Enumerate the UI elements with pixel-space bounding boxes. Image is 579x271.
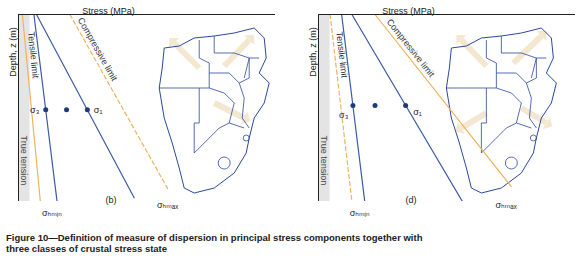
- svg-text:σ₃: σ₃: [339, 110, 349, 120]
- svg-text:(d): (d): [406, 195, 417, 205]
- html-text:Figure 10—Definition of measur: Figure 10—Definition of measure of dispe…: [6, 232, 423, 254]
- svg-text:(b): (b): [106, 195, 117, 205]
- svg-text:σₕₘᵢₙ: σₕₘᵢₙ: [350, 208, 370, 218]
- svg-text:Depth, z (m): Depth, z (m): [308, 27, 318, 77]
- svg-text:Stress (MPa): Stress (MPa): [382, 6, 435, 16]
- svg-text:True tension: True tension: [319, 136, 329, 186]
- svg-text:σ₃: σ₃: [30, 105, 40, 115]
- svg-text:True tension: True tension: [19, 136, 29, 186]
- svg-text:σ₁: σ₁: [413, 107, 422, 117]
- svg-text:Stress (MPa): Stress (MPa): [82, 6, 135, 16]
- svg-text:Tensile limit: Tensile limit: [26, 31, 41, 79]
- svg-text:Compressive limit: Compressive limit: [385, 17, 437, 79]
- svg-text:σₕₘₐₓ: σₕₘₐₓ: [157, 200, 178, 210]
- svg-text:σₕₘₐₓ: σₕₘₐₓ: [496, 200, 517, 210]
- svg-text:Depth, z (m): Depth, z (m): [8, 27, 18, 77]
- svg-text:Compressive limit: Compressive limit: [76, 16, 120, 83]
- svg-text:σ₁: σ₁: [94, 105, 103, 115]
- svg-text:Tensile limit: Tensile limit: [334, 31, 349, 79]
- svg-text:σₕₘᵢₙ: σₕₘᵢₙ: [42, 208, 62, 218]
